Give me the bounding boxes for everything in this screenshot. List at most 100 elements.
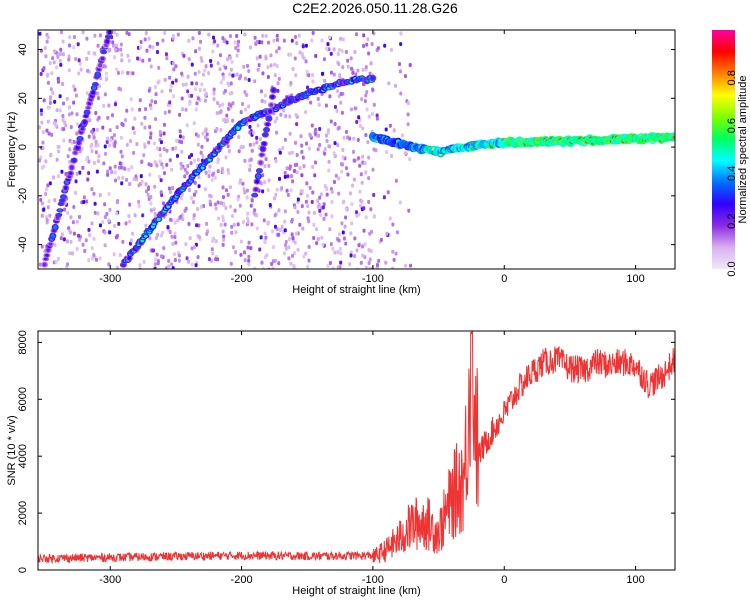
noise-cell xyxy=(94,110,98,115)
steep-diagonal-track-cell xyxy=(50,233,55,239)
narrow-streak-cell xyxy=(252,193,257,197)
noise-cell xyxy=(188,236,192,241)
noise-cell xyxy=(355,267,359,269)
noise-cell xyxy=(257,63,261,68)
noise-cell xyxy=(216,257,220,262)
noise-cell xyxy=(180,96,184,101)
noise-cell xyxy=(193,180,197,185)
noise-cell xyxy=(192,192,196,197)
noise-cell xyxy=(133,213,137,218)
noise-cell xyxy=(180,149,184,154)
noise-cell xyxy=(219,223,223,228)
noise-cell xyxy=(355,119,359,124)
colorbar-tick-label: 0.4 xyxy=(726,166,738,181)
noise-cell xyxy=(289,188,293,193)
noise-cell xyxy=(68,35,72,40)
noise-cell xyxy=(159,140,163,145)
steep-diagonal-track-cell xyxy=(100,56,105,61)
noise-cell xyxy=(87,134,91,139)
noise-cell xyxy=(199,204,203,209)
noise-cell xyxy=(153,266,157,269)
noise-cell xyxy=(57,174,61,179)
noise-cell xyxy=(286,192,290,197)
noise-cell xyxy=(341,65,345,70)
noise-cell xyxy=(353,158,357,163)
noise-cell xyxy=(287,245,291,250)
noise-cell xyxy=(63,120,67,125)
noise-cell xyxy=(48,97,52,102)
noise-cell xyxy=(353,254,357,259)
noise-cell xyxy=(363,161,367,166)
noise-cell xyxy=(280,186,284,191)
noise-cell xyxy=(48,100,52,105)
noise-cell xyxy=(44,159,48,164)
noise-cell xyxy=(45,218,49,223)
noise-cell xyxy=(290,174,294,179)
noise-cell xyxy=(361,67,365,72)
noise-cell xyxy=(301,155,305,160)
noise-cell xyxy=(159,254,163,259)
noise-cell xyxy=(375,116,379,121)
noise-cell xyxy=(315,227,319,232)
noise-cell xyxy=(329,51,333,56)
noise-cell xyxy=(61,39,65,44)
noise-cell xyxy=(350,202,354,207)
noise-cell xyxy=(275,116,279,121)
narrow-streak-cell xyxy=(264,127,269,132)
noise-cell xyxy=(288,151,292,156)
noise-cell xyxy=(103,230,107,235)
noise-cell xyxy=(115,200,119,205)
noise-cell xyxy=(178,139,182,144)
noise-cell xyxy=(191,36,195,41)
x-axis-label: Height of straight line (km) xyxy=(292,284,420,296)
noise-cell xyxy=(87,50,91,55)
noise-cell xyxy=(149,135,153,140)
noise-cell xyxy=(262,218,266,223)
noise-cell xyxy=(78,61,82,66)
noise-cell xyxy=(190,246,194,251)
noise-cell xyxy=(165,56,169,61)
noise-cell xyxy=(367,199,371,204)
noise-cell xyxy=(263,99,267,104)
noise-cell xyxy=(329,70,333,75)
noise-cell xyxy=(279,112,283,117)
noise-cell xyxy=(324,133,328,138)
noise-cell xyxy=(255,140,259,145)
noise-cell xyxy=(161,165,165,170)
noise-cell xyxy=(339,100,343,105)
noise-cell xyxy=(45,73,49,78)
noise-cell xyxy=(243,32,247,37)
steep-diagonal-track-cell xyxy=(42,262,47,267)
noise-cell xyxy=(198,235,202,240)
noise-cell xyxy=(121,239,125,244)
noise-cell xyxy=(184,82,188,87)
noise-cell xyxy=(259,235,263,240)
noise-cell xyxy=(211,251,215,256)
noise-cell xyxy=(56,54,60,59)
noise-cell xyxy=(44,187,48,192)
noise-cell xyxy=(87,171,91,176)
noise-cell xyxy=(238,178,242,183)
noise-cell xyxy=(313,173,317,178)
noise-cell xyxy=(356,138,360,143)
noise-cell xyxy=(212,87,216,92)
noise-cell xyxy=(51,90,55,95)
x-tick-label: -100 xyxy=(362,574,384,586)
noise-cell xyxy=(123,166,127,171)
noise-cell xyxy=(107,103,111,108)
noise-cell xyxy=(316,147,320,152)
noise-cell xyxy=(112,252,116,257)
noise-cell xyxy=(205,132,209,137)
noise-cell xyxy=(159,178,163,183)
noise-cell xyxy=(341,230,345,235)
noise-cell xyxy=(171,186,175,191)
noise-cell xyxy=(162,201,166,206)
noise-cell xyxy=(344,215,348,220)
noise-cell xyxy=(62,101,66,106)
noise-cell xyxy=(93,33,97,38)
noise-cell xyxy=(329,242,333,247)
noise-cell xyxy=(120,52,124,57)
noise-cell xyxy=(327,168,331,173)
noise-cell xyxy=(341,37,345,42)
noise-cell xyxy=(148,57,152,62)
